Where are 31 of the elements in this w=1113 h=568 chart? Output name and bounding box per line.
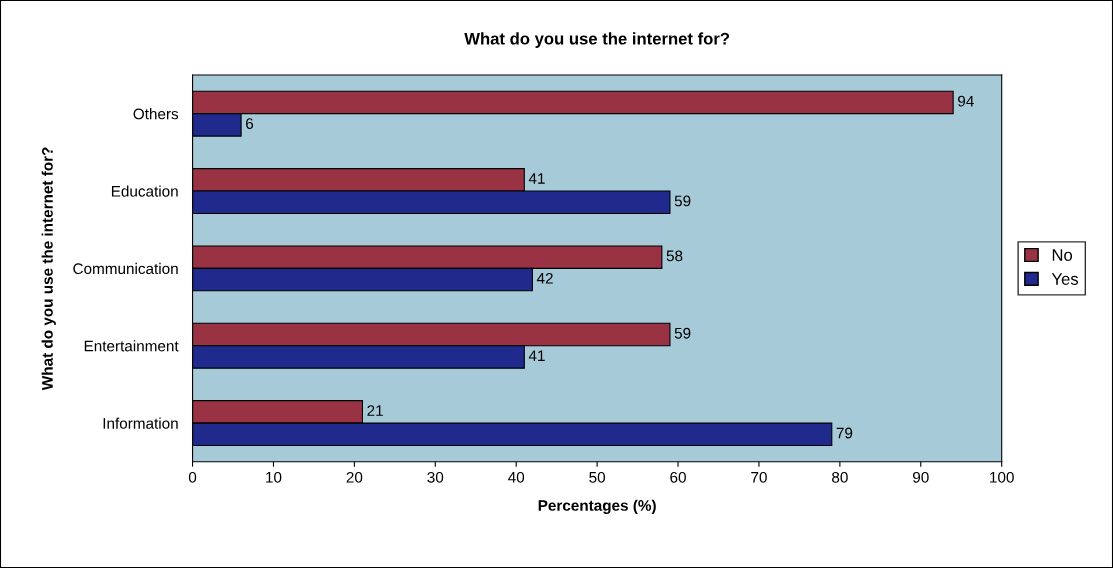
x-tick-label: 60 (670, 471, 686, 483)
legend-label: Yes (1051, 273, 1079, 285)
chart-title: What do you use the internet for? (464, 32, 730, 48)
data-label: 42 (536, 272, 553, 284)
legend-label: No (1052, 249, 1073, 261)
x-tick-label: 10 (266, 471, 282, 483)
data-label: 94 (958, 95, 974, 107)
x-tick-label: 40 (508, 471, 525, 483)
x-tick-label: 50 (589, 471, 606, 483)
y-tick-label: Education (111, 185, 178, 197)
x-tick-label: 80 (832, 471, 848, 483)
data-label: 79 (836, 427, 853, 439)
data-label: 41 (528, 173, 545, 184)
x-axis-title: Percentages (%) (538, 499, 656, 514)
x-tick-label: 90 (913, 471, 929, 483)
data-label: 59 (674, 195, 691, 207)
x-tick-label: 70 (751, 471, 767, 483)
data-label: 59 (674, 327, 691, 339)
data-label: 6 (246, 118, 254, 129)
data-label: 58 (666, 250, 683, 262)
y-tick-label: Entertainment (84, 340, 179, 352)
x-tick-label: 30 (427, 471, 444, 483)
data-label: 41 (528, 350, 545, 361)
data-label: 21 (367, 405, 383, 416)
y-tick-label: Communication (73, 262, 178, 275)
x-tick-label: 20 (346, 471, 363, 483)
x-tick-label: 0 (188, 471, 197, 483)
x-tick-label: 100 (990, 471, 1014, 483)
y-axis-title: What do you use the internet for? (41, 147, 56, 391)
y-tick-label: Information (103, 417, 178, 429)
y-tick-label: Others (133, 108, 179, 120)
